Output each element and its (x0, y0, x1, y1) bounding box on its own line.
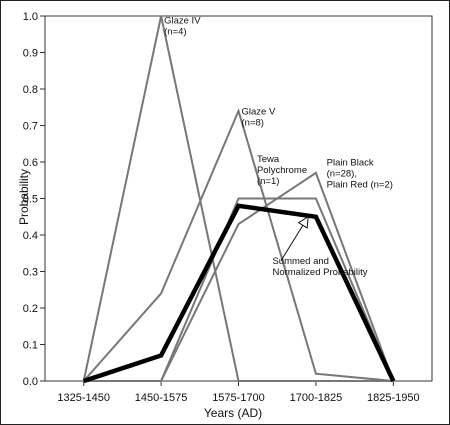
series-line (83, 171, 395, 382)
x-tick-label: 1325-1450 (57, 392, 110, 404)
y-tick-label: 0.1 (23, 340, 38, 352)
y-tick-label: 0.4 (23, 230, 38, 242)
y-axis-title: Probability (17, 169, 31, 225)
y-tick-label: 0.0 (23, 376, 38, 388)
series-line (82, 107, 394, 382)
x-tick-label: 1825-1950 (367, 392, 420, 404)
y-tick-label: 0.2 (23, 303, 38, 315)
x-axis-title: Years (AD) (204, 406, 262, 420)
axes: 0.0 0.1 0.2 0.3 0.4 0.5 0.6 0.7 0.8 0.9 1.0 1325-14… (23, 11, 433, 404)
x-tick-label: 1450-1575 (135, 392, 188, 404)
y-tick-label: 0.9 (23, 48, 38, 60)
y-tick-label: 0.3 (23, 267, 38, 279)
y-tick-label: 0.7 (23, 121, 38, 133)
series-line (82, 15, 394, 382)
series-line (82, 203, 396, 384)
y-tick-label: 0.8 (23, 84, 38, 96)
y-tick-label: 0.6 (23, 157, 38, 169)
arrow-head (297, 215, 309, 229)
x-tick-label: 1700-1825 (290, 392, 343, 404)
series-lines (82, 15, 396, 384)
annotation-label: Glaze V (n=8) (242, 107, 276, 129)
annotation-label: Plain Black (n=28), Plain Red (n=2) (327, 158, 393, 191)
annotations: Glaze IV (n=4) Glaze V (n=8) Tewa Polychrome(… (164, 15, 393, 278)
y-tick-label: 1.0 (23, 11, 38, 23)
x-tick-label: 1575-1700 (212, 392, 265, 404)
annotation-label: Summed and Normalized Probability (272, 256, 367, 278)
y-tick-label: 0.5 (23, 194, 38, 206)
annotation-label: Tewa Polychrome (n=1) (257, 154, 307, 187)
annotation-label: Glaze IV (n=4) (164, 15, 201, 37)
